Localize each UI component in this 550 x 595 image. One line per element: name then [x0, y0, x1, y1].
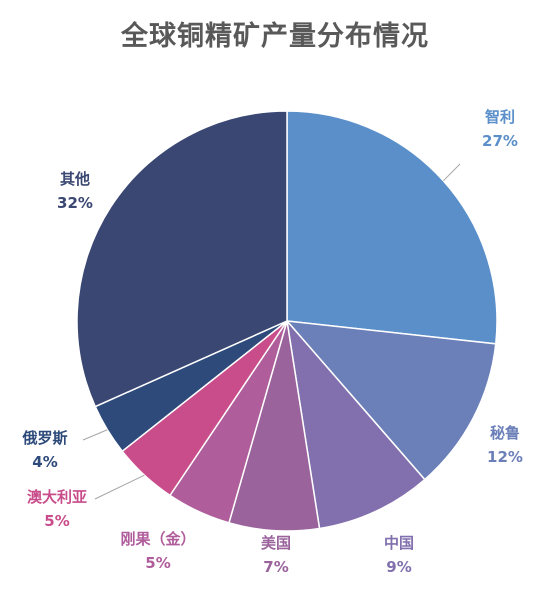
slice-percent-label: 12% [487, 448, 523, 466]
slice-name-label: 美国 [261, 534, 291, 552]
slice-percent-label: 5% [44, 512, 69, 530]
slice-percent-label: 27% [482, 132, 518, 150]
slice-name-label: 智利 [485, 108, 515, 126]
slice-percent-label: 32% [57, 194, 93, 212]
slice-name-label: 俄罗斯 [21, 429, 67, 447]
slice-name-label: 其他 [60, 170, 90, 188]
pie-slice [286, 110, 498, 345]
pie-slice [285, 320, 497, 481]
leader-lines [82, 163, 461, 500]
slice-labels: 智利 27% 秘鲁 12% 中国 9% 美国 7% 刚果（金） 5% 澳大利亚 5% 俄罗斯 4% 其他 32… [21, 108, 522, 576]
leader-line [82, 429, 108, 441]
slice-percent-label: 5% [145, 554, 170, 572]
slice-name-label: 刚果（金） [120, 530, 195, 548]
slice-percent-label: 9% [386, 558, 411, 576]
slice-name-label: 澳大利亚 [27, 488, 87, 506]
leader-line [442, 163, 461, 182]
pie-slice [285, 318, 426, 530]
slice-percent-label: 4% [32, 453, 57, 471]
slice-percent-label: 7% [263, 558, 288, 576]
pie-slice [76, 110, 288, 408]
slice-name-label: 中国 [384, 534, 414, 552]
pie-slices [76, 110, 498, 532]
slice-name-label: 秘鲁 [490, 424, 520, 442]
chart-title: 全球铜精矿产量分布情况 [121, 21, 429, 52]
leader-line [94, 474, 145, 500]
